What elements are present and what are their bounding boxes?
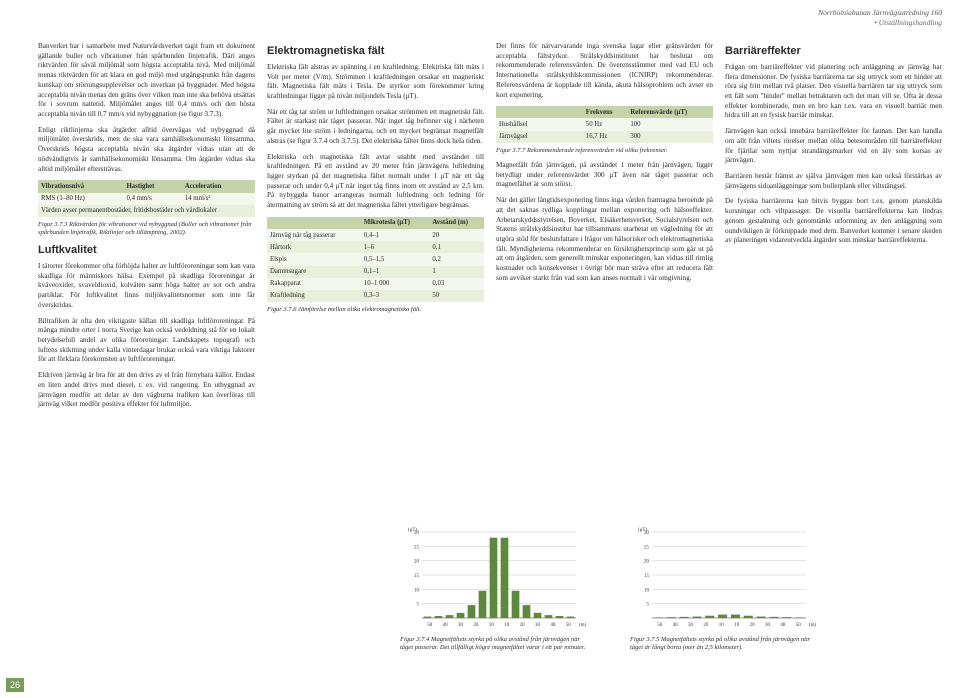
header-line1: Norrbotniabanan Järnvägsutredning 160 [818,8,942,18]
doc-header: Norrbotniabanan Järnvägsutredning 160 • … [818,8,942,28]
heading-elektromagnetiska: Elektromagnetiska fält [267,44,484,59]
svg-text:10: 10 [489,623,495,628]
heading-barriar: Barriäreffekter [725,44,942,59]
caption-3-7-4: Figur 3.7.4 Magnetfältets styrka på olik… [400,636,590,652]
c3-p3: När det gäller långtidsexponering finns … [496,196,713,283]
svg-text:30: 30 [535,623,541,628]
caption-3-7-5: Figur 3.7.5 Magnetfältets styrka på olik… [630,636,820,652]
svg-text:40: 40 [673,623,679,628]
svg-text:50: 50 [657,623,663,628]
column-2: Elektromagnetiska fält Elektriska fält a… [267,42,484,416]
chart-row: 30 25 20 15 10 5 (μT) 50 40 30 20 10 10 20 30 40 50 (m) F… [400,524,820,658]
svg-text:10: 10 [414,588,420,593]
side-tab: 3 Förutsättningar [0,554,2,668]
c1-p3: I tätorter förekommer ofta förhöjda halt… [38,262,255,311]
svg-text:20: 20 [520,623,526,628]
page-number: 26 [6,678,24,692]
content-area: Banverket har i samarbete med Naturvårds… [38,42,942,416]
svg-text:(μT): (μT) [408,528,417,533]
svg-text:30: 30 [765,623,771,628]
svg-text:50: 50 [566,623,572,628]
mikrotesla-table: Mikrotesla (μT) Avstånd (m) Järnväg när … [267,217,484,302]
header-line2: Utställningshandling [879,18,942,27]
c1-p5: Eldriven järnväg är bra för att den driv… [38,371,255,410]
svg-text:25: 25 [644,545,650,550]
svg-text:20: 20 [703,623,709,628]
svg-text:(m): (m) [809,623,817,628]
svg-text:20: 20 [473,623,479,628]
c3-p2: Magnetfält från järnvägen, på avståndet … [496,161,713,190]
c2-p1: Elektriska fält alstras av spänning i en… [267,63,484,102]
svg-text:10: 10 [734,623,740,628]
c1-p2: Enligt riktlinjerna ska åtgärder alltid … [38,126,255,175]
svg-text:40: 40 [780,623,786,628]
caption-3-7-7: Figur 3.7.7 Rekommenderade referensvärde… [496,147,713,155]
svg-text:30: 30 [458,623,464,628]
heading-luftkvalitet: Luftkvalitet [38,243,255,258]
svg-text:10: 10 [504,623,510,628]
column-4: Barriäreffekter Frågan om barriäreffekte… [725,42,942,416]
svg-text:20: 20 [644,559,650,564]
svg-text:(m): (m) [579,623,587,628]
c2-p3: Elektriska och magnetiska fält avtar sna… [267,153,484,211]
svg-text:50: 50 [796,623,802,628]
svg-text:5: 5 [417,602,420,607]
svg-text:(μT): (μT) [638,528,647,533]
svg-text:5: 5 [647,602,650,607]
c4-p1: Frågan om barriäreffekter vid planering … [725,63,942,121]
svg-text:10: 10 [644,588,650,593]
caption-3-7-6: Figur 3.7.6 Jämförelse mellan olika elek… [267,306,484,314]
chart-right-svg: 30252015105(μT)50403020101020304050(m) [630,524,820,634]
c4-p2: Järnvägen kan också innebära barriäreffe… [725,127,942,166]
column-3: Det finns för närvarvarande inga svenska… [496,42,713,416]
svg-text:40: 40 [550,623,556,628]
c2-p2: När ett tåg tar ström ur luftledningen o… [267,108,484,147]
c4-p4: De fysiska barriärerna kan bitvis byggas… [725,197,942,246]
c4-p3: Barriären består främst av själva järnvä… [725,172,942,191]
chart-left-svg: 30252015105(μT)50403020101020304050(m) [400,524,590,634]
vibration-table: Vibrationsnivå Hastighet Acceleration RM… [38,180,255,217]
chart-3-7-4: 30252015105(μT)50403020101020304050(m) F… [400,524,590,658]
column-1: Banverket har i samarbete med Naturvårds… [38,42,255,416]
svg-text:15: 15 [414,574,420,579]
svg-text:30: 30 [688,623,694,628]
frekvens-table: Frekvens Referensvärde (μT) Hushållsel 5… [496,106,713,143]
svg-text:50: 50 [427,623,433,628]
svg-text:20: 20 [750,623,756,628]
svg-text:20: 20 [414,559,420,564]
c3-p1: Det finns för närvarvarande inga svenska… [496,42,713,100]
svg-text:10: 10 [719,623,725,628]
svg-text:15: 15 [644,574,650,579]
chart-3-7-5: 30252015105(μT)50403020101020304050(m) F… [630,524,820,658]
svg-text:40: 40 [443,623,449,628]
svg-text:25: 25 [414,545,420,550]
c1-p4: Biltrafiken är ofta den viktigaste källa… [38,317,255,366]
caption-3-7-3: Figur 3.7.3 Riktvärden för vibrationer v… [38,221,255,237]
c1-p1: Banverket har i samarbete med Naturvårds… [38,42,255,120]
